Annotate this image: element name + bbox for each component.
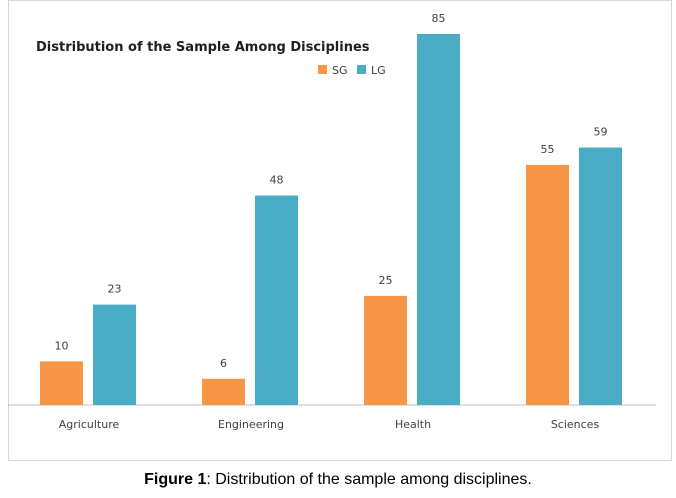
figure-caption: Figure 1: Distribution of the sample amo… xyxy=(0,471,676,489)
data-label-sg-engineering: 6 xyxy=(220,357,227,370)
category-label-agriculture: Agriculture xyxy=(59,418,120,431)
data-label-sg-health: 25 xyxy=(379,274,393,287)
caption-text: : Distribution of the sample among disci… xyxy=(206,471,532,488)
bar-lg-sciences xyxy=(579,147,622,405)
caption-label: Figure 1 xyxy=(144,471,207,488)
category-label-health: Health xyxy=(395,418,431,431)
legend-swatch-sg xyxy=(318,65,327,74)
bar-sg-agriculture xyxy=(40,361,83,405)
data-label-lg-agriculture: 23 xyxy=(108,283,122,296)
bar-sg-sciences xyxy=(526,164,569,405)
bar-chart: Distribution of the Sample Among Discipl… xyxy=(8,12,656,431)
data-label-lg-sciences: 59 xyxy=(594,126,608,139)
bar-lg-health xyxy=(417,34,460,405)
bar-lg-engineering xyxy=(255,195,298,405)
legend: SG LG xyxy=(318,64,386,77)
category-label-engineering: Engineering xyxy=(218,418,284,431)
chart-title: Distribution of the Sample Among Discipl… xyxy=(36,40,370,55)
bar-sg-health xyxy=(364,295,407,405)
bar-lg-agriculture xyxy=(93,304,136,405)
bars-layer xyxy=(40,34,622,405)
legend-label-sg: SG xyxy=(332,64,348,77)
legend-swatch-lg xyxy=(357,65,366,74)
data-label-lg-engineering: 48 xyxy=(270,174,284,187)
data-label-lg-health: 85 xyxy=(432,12,446,25)
data-label-sg-agriculture: 10 xyxy=(55,339,69,352)
legend-label-lg: LG xyxy=(371,64,386,77)
category-label-sciences: Sciences xyxy=(551,418,600,431)
data-label-sg-sciences: 55 xyxy=(541,143,555,156)
data-labels-layer: 10 23 6 48 25 85 55 59 xyxy=(55,12,608,370)
category-axis-labels: Agriculture Engineering Health Sciences xyxy=(59,418,600,431)
bar-sg-engineering xyxy=(202,378,245,405)
